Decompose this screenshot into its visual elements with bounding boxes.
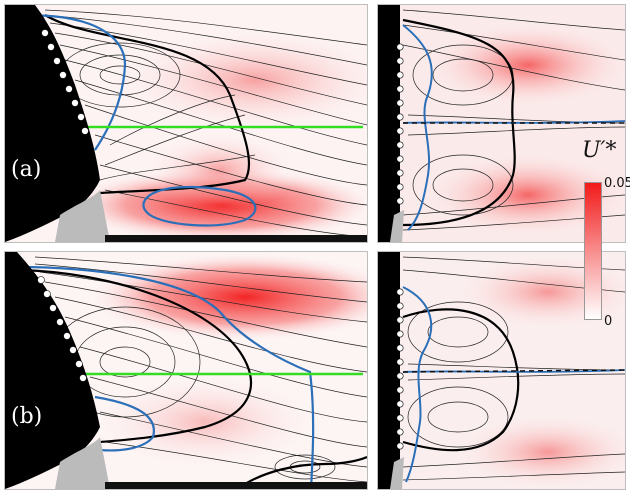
bluff-body-section <box>378 5 400 242</box>
fluctuation-field-upper <box>85 252 367 342</box>
downstream-boundary <box>244 455 367 485</box>
fluctuation-field-lower <box>448 412 625 489</box>
panel-a-main-view: (a) <box>4 4 368 243</box>
centerline-dashed <box>402 369 625 373</box>
recirculation-boundary <box>402 18 516 227</box>
panel-b-main-view: (b) <box>4 251 368 490</box>
fluctuation-field-upper <box>448 252 625 332</box>
bluff-body <box>5 5 100 242</box>
colorbar: U′* 0.05 0 <box>582 138 630 338</box>
support-strut <box>390 457 404 489</box>
bluff-body <box>5 252 100 489</box>
recirculation-boundary <box>44 14 251 195</box>
ground-plane <box>105 235 367 242</box>
panel-a-label: (a) <box>11 157 42 182</box>
panel-b-side-view <box>377 251 626 490</box>
panel-b-label: (b) <box>11 404 43 429</box>
contour-lower <box>142 185 257 227</box>
fluctuation-field-upper <box>418 20 625 110</box>
colorbar-max-label: 0.05 <box>604 176 630 191</box>
panel-a-side-plot <box>378 5 625 242</box>
fluctuation-field-lower <box>85 372 325 472</box>
recirculation-boundary <box>19 268 253 444</box>
fluctuation-field-mid <box>140 130 300 210</box>
contour-main <box>16 265 315 489</box>
surface-markers <box>41 29 89 135</box>
recirculation-boundary <box>402 308 520 452</box>
support-strut <box>55 190 110 242</box>
panel-a-main-plot <box>5 5 367 242</box>
bluff-body-section <box>378 252 400 489</box>
surface-markers <box>396 43 404 205</box>
surface-markers <box>37 276 87 382</box>
contour-lower <box>94 395 155 452</box>
panel-b-main-plot <box>5 252 367 489</box>
contour-upper <box>16 14 127 151</box>
support-strut <box>55 437 110 489</box>
streamlines <box>34 256 367 483</box>
ground-plane <box>105 482 367 489</box>
contour-vertical <box>402 286 433 483</box>
colorbar-gradient <box>584 182 602 320</box>
support-strut <box>390 210 404 242</box>
colorbar-min-label: 0 <box>604 314 613 329</box>
fluctuation-field-lower <box>418 150 625 240</box>
colorbar-symbol: U′* <box>582 138 617 163</box>
surface-markers <box>396 288 404 450</box>
panel-b-side-plot <box>378 252 625 489</box>
